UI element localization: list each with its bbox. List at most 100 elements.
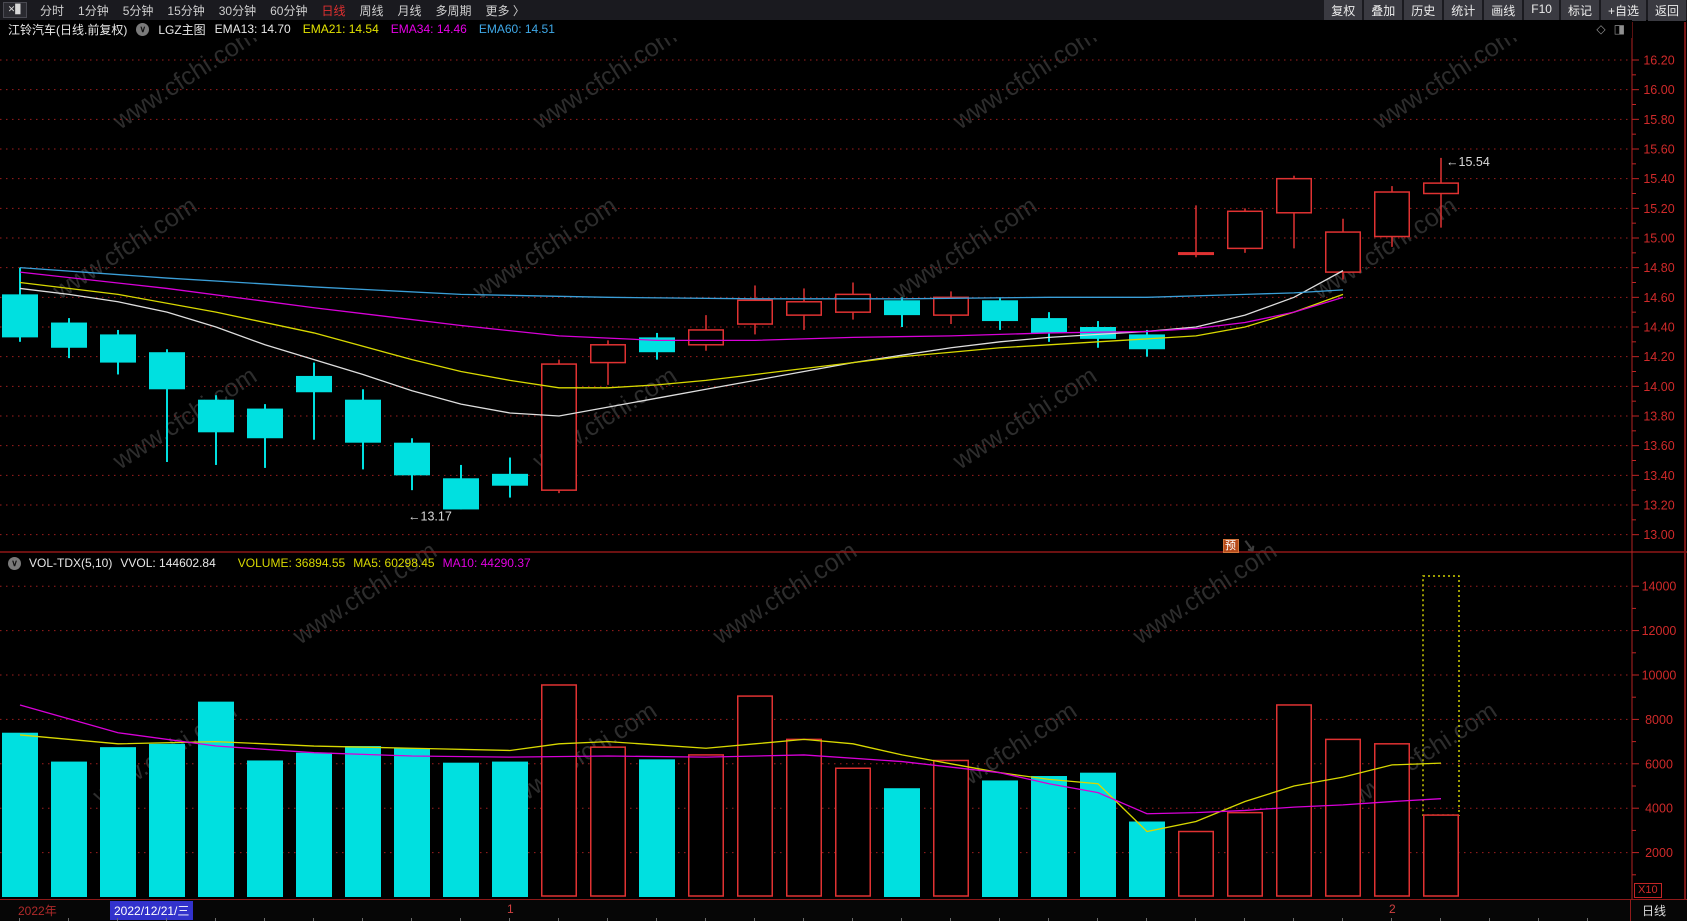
btn-stats[interactable]: 统计 [1444,0,1483,21]
tab-more[interactable]: 更多 〉 [485,3,525,18]
btn-history[interactable]: 历史 [1404,0,1443,21]
tab-fenshi[interactable]: 分时 [40,3,65,18]
candlestick[interactable] [639,337,675,353]
tab-1min[interactable]: 1分钟 [78,3,109,18]
ema-line-EMA21 [19,281,1344,389]
price-axis-label: 15.40 [1643,172,1674,186]
volume-bar[interactable] [737,695,773,897]
volume-bar[interactable] [2,732,38,897]
highlighted-date[interactable]: 2022/12/21/三 [110,901,194,920]
volume-bar[interactable] [1178,830,1214,897]
volume-bar[interactable] [639,759,675,897]
candlestick[interactable] [1031,318,1067,333]
btn-mark[interactable]: 标记 [1560,0,1599,21]
volume-bar[interactable] [247,760,283,897]
candlestick[interactable] [443,478,479,510]
app-icon[interactable]: ✕▊ [3,2,27,18]
candlestick[interactable] [541,363,577,491]
volume-bar[interactable] [51,761,87,897]
volume-bar[interactable] [982,780,1018,897]
volume-bar[interactable] [394,748,430,897]
volume-bar[interactable] [1080,772,1116,897]
chevron-down-icon[interactable]: ∨ [8,556,21,570]
candlestick[interactable] [2,294,38,338]
tab-weekly[interactable]: 周线 [359,3,384,18]
volume-bar[interactable] [688,754,724,897]
forecast-badge: 预 [1222,539,1239,553]
volume-bar[interactable] [149,743,185,897]
tab-daily[interactable]: 日线 [321,3,346,18]
volume-bar[interactable] [786,738,822,897]
volume-bar[interactable] [590,746,626,897]
candlestick[interactable] [737,299,773,325]
candlestick[interactable] [835,293,871,313]
candlestick[interactable] [688,329,724,346]
time-axis-bar[interactable]: 2022年 2022/12/21/三 1 2 日线 [0,899,1687,921]
candlestick[interactable] [933,296,969,316]
tab-multi-period[interactable]: 多周期 [435,3,472,18]
volume-bar[interactable] [1227,811,1263,897]
ema-label-1: EMA21: 14.54 [302,22,379,36]
volume-bar[interactable] [835,767,871,897]
volume-bar[interactable] [296,752,332,897]
volume-bar[interactable] [443,762,479,897]
btn-fuquan[interactable]: 复权 [1324,0,1363,21]
candlestick[interactable] [247,408,283,439]
volume-bar[interactable] [1031,776,1067,897]
candlestick[interactable] [149,352,185,390]
watermark: www.cfchi.com [507,697,662,811]
candlestick[interactable] [884,300,920,316]
tab-15min[interactable]: 15分钟 [167,3,205,18]
volume-bar[interactable] [884,788,920,897]
volume-bar[interactable] [541,684,577,897]
tab-30min[interactable]: 30分钟 [218,3,257,18]
btn-add-watchlist[interactable]: +自选 [1600,0,1646,21]
candlestick[interactable] [345,399,381,443]
split-view-icon[interactable]: ◨ [1613,22,1625,36]
candlestick[interactable] [1325,231,1361,273]
candlestick[interactable] [198,399,234,433]
candlestick[interactable] [51,322,87,348]
candlestick[interactable] [1276,177,1312,214]
candlestick[interactable] [1227,210,1263,250]
candlestick[interactable] [1129,334,1165,350]
diamond-icon[interactable]: ◇ [1596,22,1606,36]
candlestick[interactable] [1080,326,1116,339]
candlestick[interactable] [590,344,626,364]
candlestick[interactable] [1374,191,1410,238]
candlestick[interactable] [1178,252,1214,256]
volume-bar[interactable] [198,701,234,897]
vol-indicator-name[interactable]: VOL-TDX(5,10) [29,556,113,570]
volume-bar[interactable] [1325,738,1361,897]
price-axis-label: 13.40 [1643,469,1674,483]
btn-back[interactable]: 返回 [1647,0,1686,21]
candlestick[interactable] [394,442,430,476]
btn-draw-line[interactable]: 画线 [1484,0,1523,21]
tab-60min[interactable]: 60分钟 [270,3,308,18]
volume-bar[interactable] [933,759,969,897]
volume-bar[interactable] [1374,743,1410,897]
tab-5min[interactable]: 5分钟 [122,3,154,18]
chevron-down-icon[interactable]: ∨ [136,22,150,36]
candlestick[interactable] [1423,182,1459,195]
btn-f10[interactable]: F10 [1524,0,1559,21]
indicator-name[interactable]: LGZ主图 [158,22,206,37]
candlestick[interactable] [100,334,136,363]
candlestick[interactable] [786,301,822,316]
candlestick[interactable] [492,473,528,486]
volume-bar[interactable] [1423,814,1459,897]
volume-bar[interactable] [1276,704,1312,897]
volume-bar[interactable] [345,746,381,897]
volume-bar[interactable] [492,761,528,897]
watermark: www.cfchi.com [1367,22,1522,136]
candlestick[interactable] [982,300,1018,322]
ema-line-EMA60 [19,267,1344,300]
candlestick[interactable] [296,375,332,393]
volume-bar[interactable] [1129,821,1165,897]
tab-monthly[interactable]: 月线 [397,3,422,18]
btn-overlay[interactable]: 叠加 [1364,0,1403,21]
price-axis-label: 14.00 [1643,380,1674,394]
stock-title[interactable]: 江铃汽车(日线.前复权) [8,22,128,37]
volume-bar[interactable] [100,747,136,897]
